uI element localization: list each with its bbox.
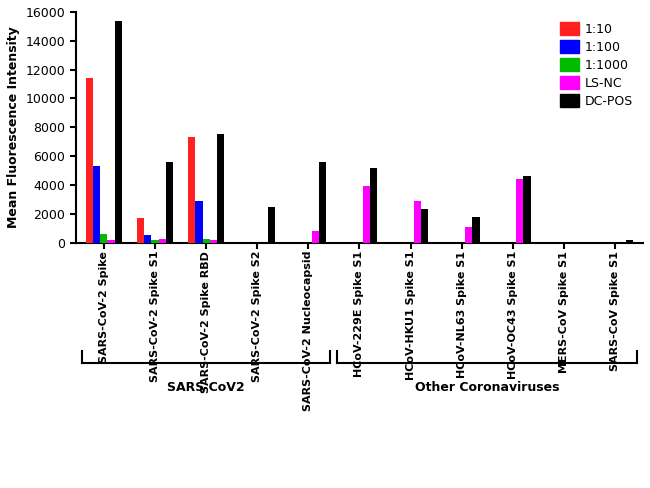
- Bar: [151, 240, 159, 243]
- Bar: [93, 166, 100, 243]
- Bar: [465, 227, 473, 243]
- Bar: [626, 240, 633, 243]
- Bar: [523, 176, 530, 243]
- Bar: [210, 240, 217, 243]
- Text: Other Coronaviruses: Other Coronaviruses: [415, 381, 560, 394]
- Bar: [319, 162, 326, 243]
- Bar: [196, 201, 203, 243]
- Bar: [370, 168, 377, 243]
- Bar: [268, 206, 275, 243]
- Bar: [144, 235, 151, 243]
- Bar: [312, 231, 319, 243]
- Bar: [166, 162, 173, 243]
- Bar: [217, 135, 224, 243]
- Bar: [100, 234, 107, 243]
- Bar: [137, 218, 144, 243]
- Bar: [421, 209, 428, 243]
- Legend: 1:10, 1:100, 1:1000, LS-NC, DC-POS: 1:10, 1:100, 1:1000, LS-NC, DC-POS: [556, 18, 637, 111]
- Text: SARS CoV2: SARS CoV2: [167, 381, 245, 394]
- Y-axis label: Mean Fluorescence Intensity: Mean Fluorescence Intensity: [7, 26, 20, 228]
- Bar: [188, 137, 196, 243]
- Bar: [114, 20, 122, 243]
- Bar: [414, 201, 421, 243]
- Bar: [159, 239, 166, 243]
- Bar: [516, 179, 523, 243]
- Bar: [86, 78, 93, 243]
- Bar: [363, 186, 370, 243]
- Bar: [203, 239, 210, 243]
- Bar: [107, 240, 114, 243]
- Bar: [473, 217, 480, 243]
